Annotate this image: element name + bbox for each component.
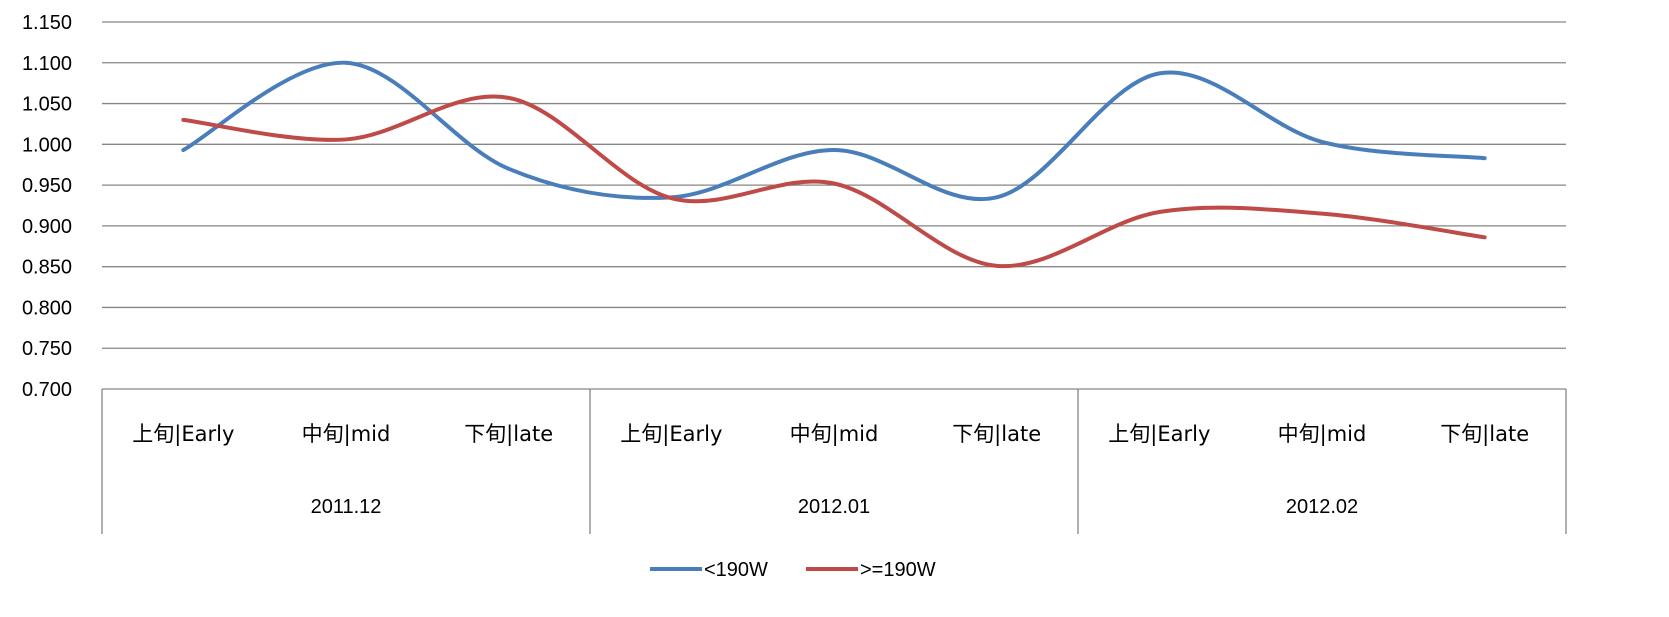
- x-category-label: 中旬|mid: [302, 422, 391, 447]
- x-category-label: 下旬|late: [464, 422, 553, 447]
- series-line-1: [181, 60, 1487, 202]
- x-group-label: 2011.12: [311, 496, 382, 518]
- y-tick-label: 1.000: [22, 134, 72, 156]
- category-axis: [101, 388, 1567, 534]
- y-axis-tick-labels: 0.700 0.750 0.800 0.850 0.900 0.950 1.000 1.050…: [22, 12, 72, 401]
- y-tick-label: 1.150: [22, 12, 72, 34]
- y-tick-label: 0.750: [22, 338, 72, 360]
- y-tick-label: 1.050: [22, 94, 72, 116]
- y-tick-label: 0.900: [22, 216, 72, 238]
- y-tick-label: 0.700: [22, 379, 72, 401]
- x-category-label: 中旬|mid: [790, 422, 879, 447]
- legend: <190W >=190W: [650, 559, 936, 581]
- legend-label: <190W: [704, 559, 768, 581]
- x-group-label: 2012.02: [1286, 496, 1358, 518]
- y-tick-label: 0.800: [22, 297, 72, 319]
- y-tick-label: 0.950: [22, 175, 72, 197]
- y-tick-label: 0.850: [22, 257, 72, 279]
- x-axis-category-labels: 上旬|Early 中旬|mid 下旬|late 上旬|Early 中旬|mid 下旬|la…: [132, 422, 1529, 447]
- x-category-label: 下旬|late: [952, 422, 1041, 447]
- x-axis-group-labels: 2011.12 2012.01 2012.02: [311, 496, 1359, 518]
- x-category-label: 上旬|Early: [620, 422, 722, 447]
- x-category-label: 上旬|Early: [132, 422, 234, 447]
- y-tick-label: 1.100: [22, 53, 72, 75]
- x-category-label: 上旬|Early: [1108, 422, 1210, 447]
- series-lines: [181, 60, 1487, 269]
- legend-label: >=190W: [860, 559, 936, 581]
- series-line-2: [181, 94, 1487, 269]
- x-category-label: 下旬|late: [1440, 422, 1529, 447]
- x-group-label: 2012.01: [798, 496, 870, 518]
- x-category-label: 中旬|mid: [1278, 422, 1367, 447]
